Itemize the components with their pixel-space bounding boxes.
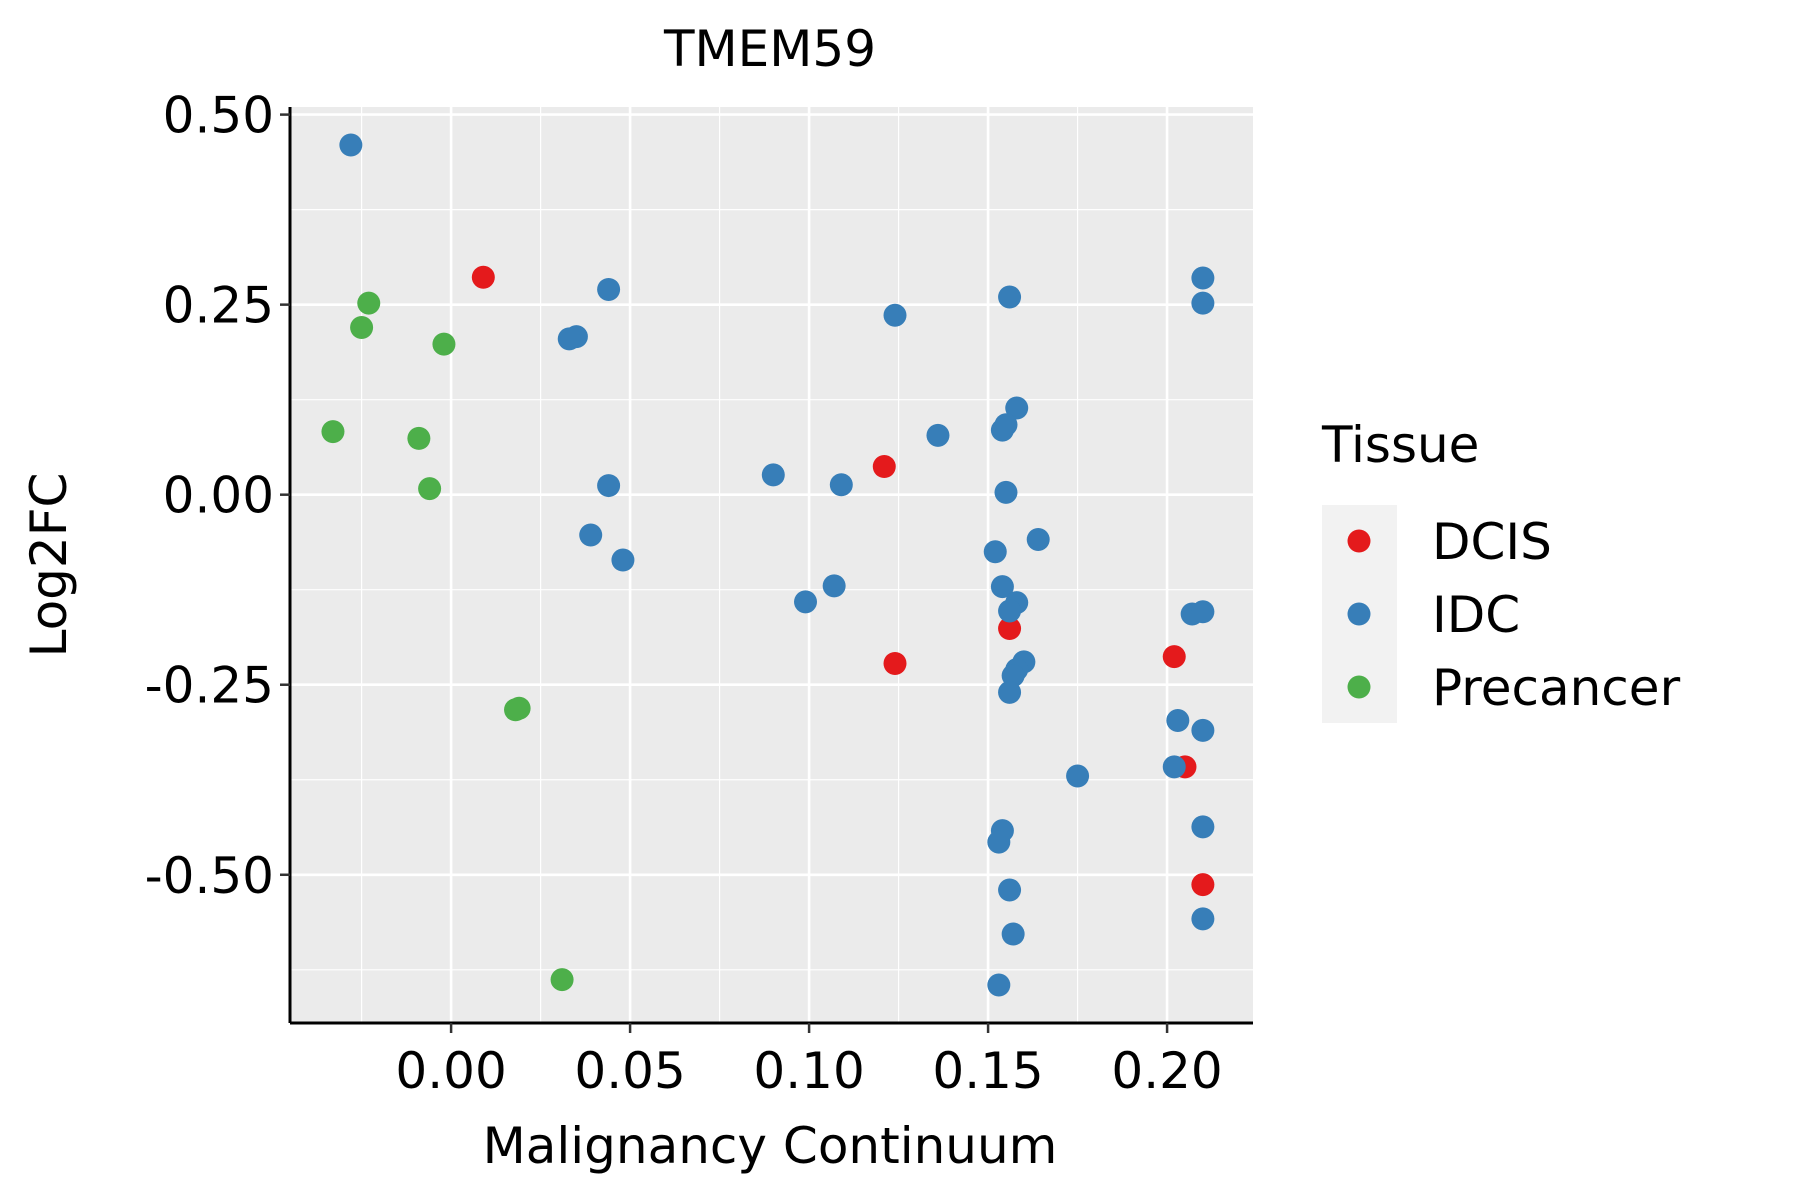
point-precancer	[507, 696, 531, 720]
point-idc	[1191, 266, 1215, 290]
point-idc	[1191, 718, 1215, 742]
point-idc	[998, 878, 1022, 902]
point-idc	[987, 973, 1011, 997]
point-precancer	[407, 426, 431, 450]
point-precancer	[550, 968, 574, 992]
y-tick-label: -0.50	[145, 847, 274, 905]
point-idc	[998, 285, 1022, 309]
point-idc	[611, 548, 635, 572]
point-idc	[1066, 764, 1090, 788]
point-dcis	[883, 651, 907, 675]
point-precancer	[432, 332, 456, 356]
legend-key-dcis	[1347, 529, 1371, 553]
point-idc	[794, 590, 818, 614]
point-precancer	[418, 477, 442, 501]
x-axis-title: Malignancy Continuum	[483, 1117, 1058, 1175]
x-tick-label: 0.05	[574, 1042, 685, 1100]
x-tick-label: 0.10	[753, 1042, 864, 1100]
point-precancer	[357, 291, 381, 315]
point-idc	[1162, 755, 1186, 779]
point-idc	[1001, 922, 1025, 946]
y-axis-ticks: 0.50 0.25 0.00 -0.25 -0.50	[145, 87, 290, 905]
point-dcis	[1191, 873, 1215, 897]
point-idc	[1005, 396, 1029, 420]
y-tick-label: 0.00	[163, 467, 274, 525]
point-idc	[1166, 708, 1190, 732]
legend: Tissue DCIS IDC Precancer	[1321, 416, 1681, 723]
legend-label-idc: IDC	[1432, 586, 1520, 644]
point-idc	[761, 463, 785, 487]
data-points	[321, 133, 1215, 997]
point-precancer	[350, 315, 374, 339]
chart-title: TMEM59	[663, 20, 876, 78]
x-tick-label: 0.20	[1111, 1042, 1222, 1100]
legend-key-idc	[1347, 602, 1371, 626]
plot-panel	[290, 107, 1253, 1023]
point-precancer	[321, 420, 345, 444]
point-dcis	[1162, 645, 1186, 669]
point-idc	[983, 540, 1007, 564]
y-tick-label: 0.25	[163, 277, 274, 335]
point-idc	[1191, 815, 1215, 839]
point-idc	[579, 523, 603, 547]
point-idc	[990, 575, 1014, 599]
point-idc	[829, 473, 853, 497]
point-idc	[597, 277, 621, 301]
legend-label-dcis: DCIS	[1432, 513, 1552, 571]
point-idc	[339, 133, 363, 157]
point-idc	[822, 574, 846, 598]
point-idc	[998, 680, 1022, 704]
point-idc	[557, 327, 581, 351]
point-idc	[994, 480, 1018, 504]
point-dcis	[872, 455, 896, 479]
legend-label-precancer: Precancer	[1432, 659, 1681, 717]
grid-lines	[290, 107, 1253, 1023]
point-idc	[990, 418, 1014, 442]
point-dcis	[471, 265, 495, 289]
point-idc	[1191, 907, 1215, 931]
point-idc	[1191, 291, 1215, 315]
point-dcis	[998, 616, 1022, 640]
point-idc	[883, 303, 907, 327]
point-idc	[597, 474, 621, 498]
x-tick-label: 0.15	[932, 1042, 1043, 1100]
x-axis-ticks: 0.00 0.05 0.10 0.15 0.20	[395, 1023, 1223, 1100]
point-idc	[1026, 528, 1050, 552]
legend-title: Tissue	[1321, 416, 1479, 474]
y-axis-title: Log2FC	[20, 473, 78, 658]
point-idc	[926, 423, 950, 447]
x-tick-label: 0.00	[395, 1042, 506, 1100]
y-tick-label: -0.25	[145, 657, 274, 715]
point-idc	[987, 830, 1011, 854]
point-idc	[998, 599, 1022, 623]
y-tick-label: 0.50	[163, 87, 274, 145]
point-idc	[1191, 600, 1215, 624]
legend-key-precancer	[1347, 675, 1371, 699]
